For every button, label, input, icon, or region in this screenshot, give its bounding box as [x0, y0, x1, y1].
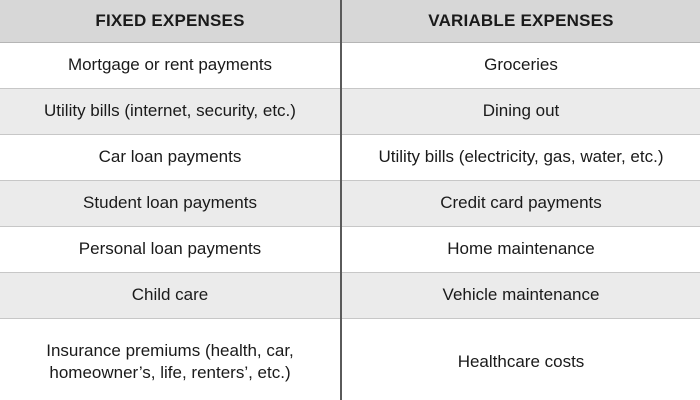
table-row: Utility bills (internet, security, etc.)…	[0, 88, 700, 135]
fixed-expense-cell: Insurance premiums (health, car, homeown…	[0, 318, 341, 400]
table-header: FIXED EXPENSES VARIABLE EXPENSES	[0, 0, 700, 43]
header-row: FIXED EXPENSES VARIABLE EXPENSES	[0, 0, 700, 43]
fixed-expense-cell: Child care	[0, 272, 341, 319]
table-row: Mortgage or rent payments Groceries	[0, 42, 700, 89]
variable-expense-cell: Utility bills (electricity, gas, water, …	[340, 134, 700, 181]
table-row: Student loan payments Credit card paymen…	[0, 180, 700, 227]
table-row: Car loan payments Utility bills (electri…	[0, 134, 700, 181]
fixed-expense-cell: Mortgage or rent payments	[0, 42, 341, 89]
table-row: Insurance premiums (health, car, homeown…	[0, 318, 700, 400]
fixed-expense-cell: Personal loan payments	[0, 226, 341, 273]
fixed-expense-cell: Car loan payments	[0, 134, 341, 181]
variable-expense-cell: Credit card payments	[340, 180, 700, 227]
table-row: Child care Vehicle maintenance	[0, 272, 700, 319]
variable-expenses-header: VARIABLE EXPENSES	[340, 0, 700, 43]
variable-expense-cell: Vehicle maintenance	[340, 272, 700, 319]
variable-expense-cell: Groceries	[340, 42, 700, 89]
fixed-expenses-header: FIXED EXPENSES	[0, 0, 341, 43]
fixed-expense-cell: Utility bills (internet, security, etc.)	[0, 88, 341, 135]
variable-expense-cell: Home maintenance	[340, 226, 700, 273]
variable-expense-cell: Healthcare costs	[340, 318, 700, 400]
fixed-expense-cell: Student loan payments	[0, 180, 341, 227]
table-row: Personal loan payments Home maintenance	[0, 226, 700, 273]
variable-expense-cell: Dining out	[340, 88, 700, 135]
table-body: Mortgage or rent payments Groceries Util…	[0, 42, 700, 400]
